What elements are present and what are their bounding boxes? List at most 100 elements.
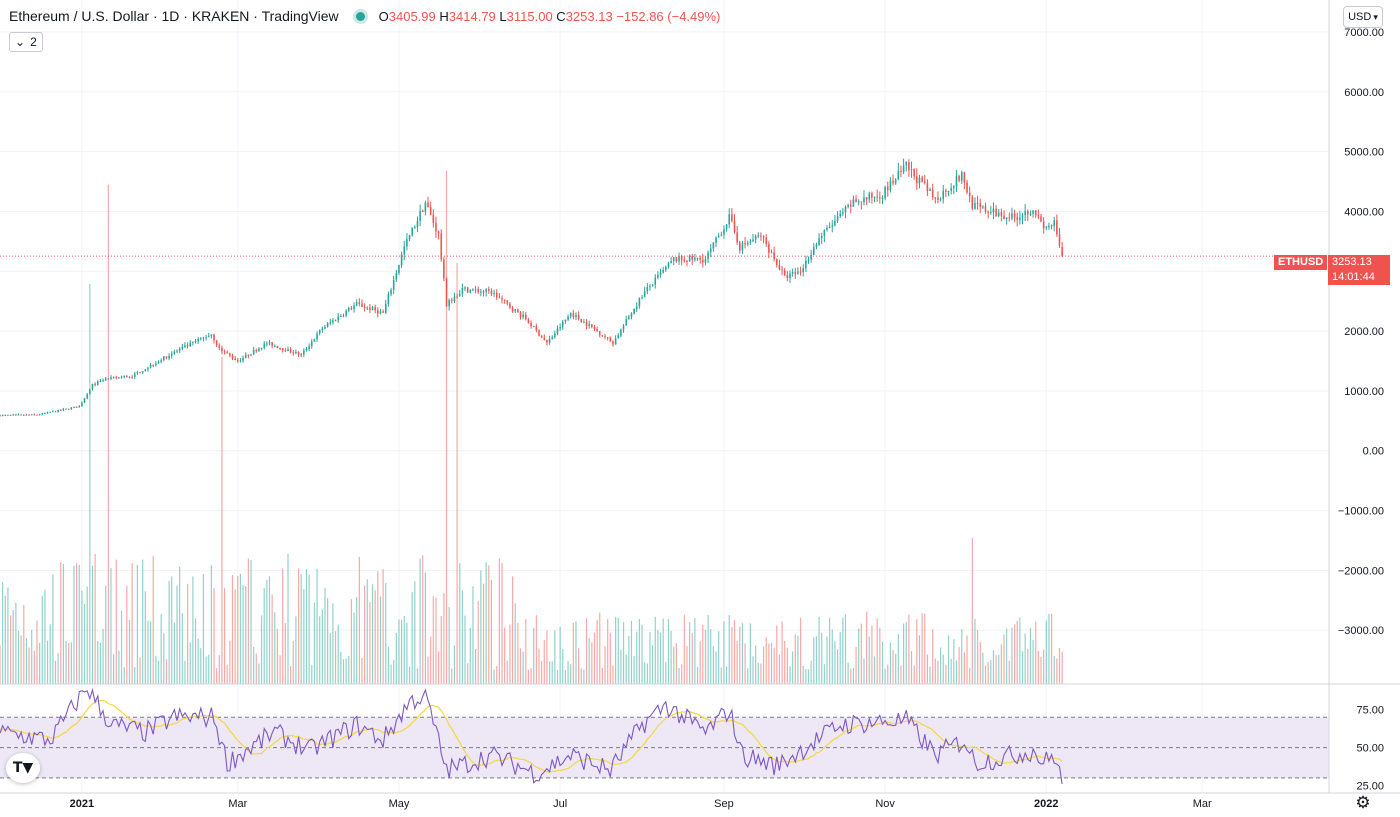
tradingview-logo-icon[interactable]: T▼ — [6, 753, 40, 783]
candle-body — [598, 331, 601, 336]
currency-select[interactable]: USD ▾ — [1343, 6, 1383, 28]
gear-icon[interactable]: ⚙ — [1355, 793, 1371, 812]
volume-bar — [142, 559, 144, 684]
candle-body — [688, 256, 691, 262]
volume-bar — [546, 630, 548, 684]
volume-bar — [551, 661, 553, 684]
candle-body — [332, 320, 334, 323]
candle-body — [863, 197, 865, 203]
candle-body — [517, 309, 519, 313]
volume-bar — [398, 619, 400, 684]
candle-body — [593, 326, 596, 330]
volume-bar — [78, 564, 80, 684]
candle-body — [947, 191, 950, 193]
volume-bar — [712, 646, 714, 684]
volume-bar — [379, 596, 382, 684]
candle-body — [207, 336, 210, 338]
candle-body — [752, 239, 754, 242]
candle-body — [1008, 217, 1011, 219]
candle-body — [931, 189, 934, 198]
indicators-toggle-button[interactable]: ⌄ 2 — [9, 32, 43, 52]
candle-body — [982, 206, 984, 208]
volume-bar — [173, 622, 175, 684]
candle-body — [1005, 217, 1008, 219]
volume-bar — [770, 642, 773, 684]
volume-bar — [464, 615, 466, 684]
volume-bar — [371, 584, 374, 684]
candle-body — [406, 239, 408, 247]
candle-body — [308, 346, 310, 350]
volume-bar — [749, 623, 751, 684]
candle-body — [152, 364, 155, 366]
volume-bar — [472, 586, 474, 684]
volume-bar — [950, 658, 952, 684]
candle-body — [635, 306, 638, 309]
candle-body — [960, 172, 963, 181]
candle-body — [913, 169, 915, 177]
volume-bar — [287, 553, 289, 684]
candle-body — [1061, 246, 1063, 257]
candle-body — [260, 347, 263, 349]
candle-body — [369, 307, 371, 311]
volume-bar — [374, 590, 376, 684]
volume-bar — [789, 666, 791, 684]
volume-bar — [667, 619, 670, 684]
candle-body — [995, 208, 997, 216]
candle-body — [736, 232, 738, 243]
volume-bar — [966, 635, 968, 684]
volume-bar — [20, 635, 22, 684]
candle-body — [9, 414, 12, 416]
volume-bar — [94, 554, 96, 684]
candle-body — [197, 339, 199, 342]
volume-bar — [408, 666, 411, 684]
grid-lines — [0, 0, 1329, 793]
volume-bar — [403, 616, 405, 684]
candle-body — [384, 304, 387, 313]
candle-body — [176, 350, 178, 352]
candle-body — [937, 197, 939, 200]
rsi-tick-label: 75.00 — [1356, 705, 1384, 717]
indicators-count: 2 — [30, 35, 37, 49]
volume-bar — [81, 590, 83, 684]
candle-body — [398, 265, 400, 274]
candle-body — [609, 337, 612, 342]
price-tick-label: −3000.00 — [1338, 625, 1384, 637]
volume-bar — [430, 636, 432, 684]
candle-body — [408, 235, 411, 240]
volume-bar — [615, 616, 617, 684]
volume-bar — [1037, 650, 1039, 684]
volume-bar — [926, 654, 928, 684]
candle-body — [46, 412, 49, 414]
volume-bar — [406, 622, 408, 684]
volume-bar — [593, 632, 596, 684]
candle-body — [353, 305, 355, 310]
volume-bar — [744, 643, 746, 684]
volume-bar — [979, 642, 981, 684]
candle-body — [694, 257, 696, 260]
volume-bar — [839, 632, 841, 684]
candle-body — [355, 302, 358, 306]
volume-bar — [33, 650, 35, 684]
candle-body — [643, 291, 646, 298]
candle-body — [379, 311, 382, 314]
candle-body — [324, 326, 326, 329]
candle-body — [966, 182, 968, 193]
market-status-icon[interactable] — [355, 11, 365, 21]
candle-body — [921, 177, 923, 182]
candle-body — [614, 338, 617, 345]
volume-bar — [945, 664, 947, 684]
candle-body — [670, 260, 672, 263]
candle-body — [347, 307, 350, 311]
candle-body — [350, 307, 353, 310]
candle-body — [329, 322, 332, 324]
candle-body — [374, 307, 376, 311]
volume-bar — [797, 635, 799, 684]
volume-bar — [2, 582, 4, 684]
candle-body — [366, 307, 369, 309]
volume-bar — [139, 657, 141, 684]
candle-body — [715, 237, 717, 243]
candle-body — [318, 330, 321, 334]
volume-bar — [776, 625, 778, 684]
candle-body — [223, 351, 226, 353]
